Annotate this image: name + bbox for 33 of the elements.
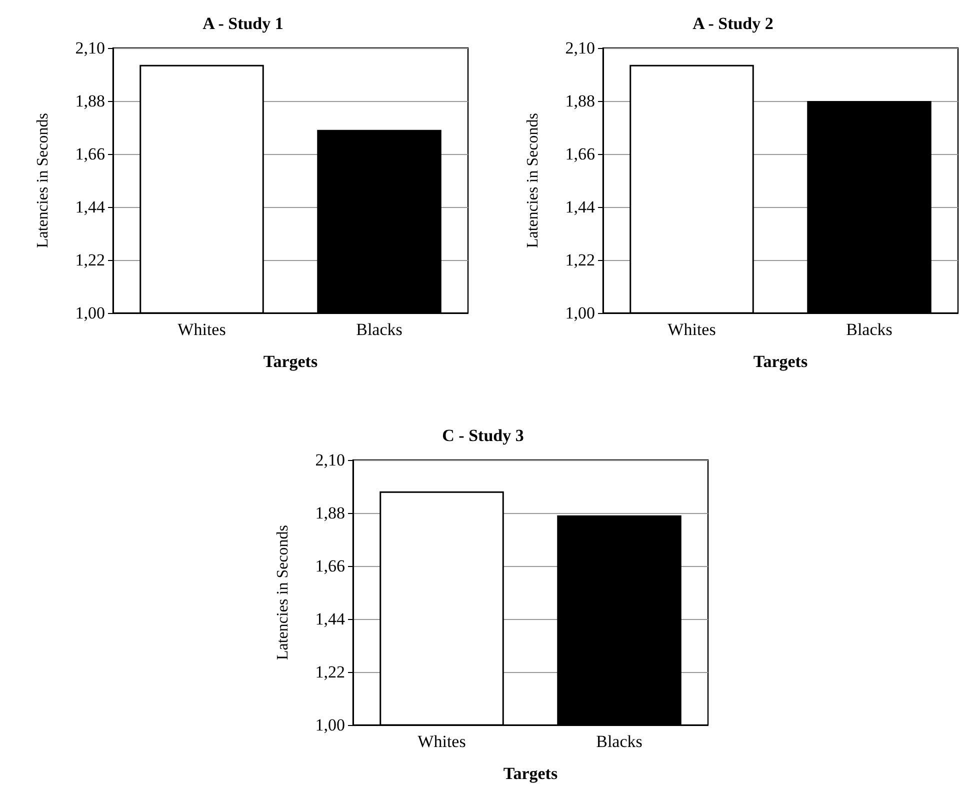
y-tick-label: 1,88	[315, 504, 345, 522]
y-tick-label: 2,10	[75, 38, 105, 58]
y-tick-label: 1,88	[75, 92, 105, 110]
y-tick-label: 2,10	[565, 38, 595, 58]
y-tick-label: 2,10	[315, 450, 345, 470]
x-tick-label: Whites	[668, 320, 716, 339]
y-axis-title: Latencies in Seconds	[34, 112, 52, 248]
y-tick-label: 1,00	[75, 304, 105, 322]
y-tick-label: 1,66	[75, 144, 105, 164]
chart-title: A - Study 2	[692, 14, 774, 33]
x-axis-title: Targets	[503, 764, 558, 783]
y-tick-label: 1,44	[315, 610, 346, 628]
y-tick-label: 1,88	[565, 92, 595, 110]
y-tick-label: 1,66	[565, 144, 595, 164]
y-tick-label: 1,00	[315, 716, 345, 734]
x-tick-label: Whites	[418, 732, 466, 751]
y-tick-label: 1,66	[315, 556, 345, 576]
x-axis-title: Targets	[753, 352, 808, 371]
y-tick-label: 1,00	[565, 304, 595, 322]
y-tick-label: 1,22	[75, 250, 105, 270]
y-tick-label: 1,44	[565, 198, 596, 216]
y-axis-title: Latencies in Seconds	[524, 112, 542, 248]
chart-title: C - Study 3	[442, 426, 524, 445]
y-axis-title: Latencies in Seconds	[274, 524, 292, 660]
x-tick-label: Blacks	[846, 320, 892, 339]
y-tick-label: 1,22	[315, 662, 345, 682]
y-tick-label: 1,44	[75, 198, 106, 216]
x-tick-label: Whites	[178, 320, 226, 339]
y-tick-label: 1,22	[565, 250, 595, 270]
x-axis-title: Targets	[263, 352, 318, 371]
x-tick-label: Blacks	[596, 732, 642, 751]
chart-title: A - Study 1	[202, 14, 284, 33]
x-tick-label: Blacks	[356, 320, 402, 339]
